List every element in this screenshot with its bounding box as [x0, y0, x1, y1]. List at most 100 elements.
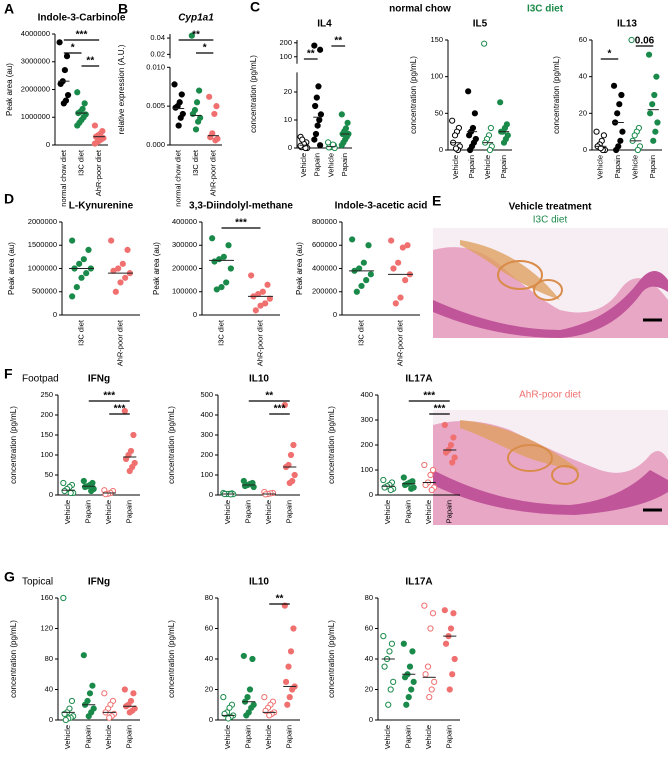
x-tick-label: I3C diet	[216, 319, 225, 346]
data-point	[593, 128, 600, 135]
data-point	[225, 715, 232, 722]
data-point	[441, 421, 448, 429]
x-tick-label: I3C diet	[76, 149, 85, 176]
y-axis-label: concentration (pg/mL)	[167, 406, 176, 484]
significance-label: ***	[235, 218, 247, 229]
x-tick-label: Vehicle	[264, 500, 273, 524]
chart-title: IL10	[249, 374, 269, 385]
y-tick-label: 0	[439, 145, 443, 154]
data-point	[386, 648, 393, 655]
y-tick-label: 200	[279, 38, 292, 47]
data-point	[408, 485, 415, 492]
data-point	[634, 146, 641, 154]
data-point	[117, 279, 124, 286]
y-axis-label: concentration (pg/mL)	[9, 406, 18, 484]
significance-label: **	[86, 56, 94, 67]
data-point	[74, 122, 81, 129]
chart-title: Cyp1a1	[178, 13, 214, 24]
data-point	[600, 132, 608, 139]
data-point	[178, 91, 185, 98]
x-tick-label: Vehicle	[596, 155, 605, 179]
x-tick-label: Papain	[340, 153, 349, 176]
x-tick-label: Vehicle	[63, 500, 72, 524]
data-point	[653, 73, 660, 80]
data-point	[297, 142, 304, 149]
data-point	[64, 91, 72, 99]
data-point	[651, 91, 658, 99]
chart-title: L-Kynurenine	[69, 201, 134, 212]
data-point	[618, 91, 625, 99]
y-tick-label: 20	[579, 108, 587, 117]
data-point	[213, 286, 220, 293]
data-point	[220, 694, 227, 701]
data-point	[83, 270, 90, 277]
data-point	[349, 236, 356, 243]
chart-title: 3,3-Diindolyl-methane	[189, 201, 293, 212]
data-point	[57, 80, 64, 88]
data-point	[171, 81, 178, 88]
chart-title: IL5	[473, 19, 488, 30]
significance-label: ***	[423, 391, 435, 402]
data-point	[387, 686, 394, 693]
data-point	[73, 284, 80, 291]
data-point	[613, 146, 620, 154]
data-point	[78, 274, 85, 281]
y-tick-label: 60	[365, 623, 373, 632]
x-tick-label: I3C diet	[191, 149, 200, 176]
significance-label: 0.06	[635, 36, 655, 47]
data-point	[62, 716, 69, 724]
x-tick-label: Vehicle	[631, 155, 640, 179]
y-tick-label: 100	[40, 450, 53, 459]
data-point	[442, 449, 450, 456]
data-point	[194, 118, 202, 125]
y-tick-label: 2000000	[28, 217, 57, 226]
x-tick-label: normal chow diet	[59, 149, 68, 207]
data-point	[211, 258, 218, 265]
y-tick-label: 0	[53, 310, 57, 319]
data-point	[426, 694, 433, 701]
significance-label: ***	[114, 404, 126, 415]
data-point	[388, 640, 396, 647]
data-point	[108, 237, 115, 244]
data-point	[248, 272, 255, 279]
data-point	[616, 101, 623, 108]
data-point	[56, 39, 63, 46]
panel-letter: A	[4, 1, 14, 17]
data-point	[130, 690, 137, 697]
data-point	[497, 99, 504, 106]
row-label: Footpad	[22, 374, 59, 385]
data-point	[358, 282, 365, 290]
x-tick-label: I3C diet	[76, 319, 85, 346]
x-tick-label: AhR-poor diet	[208, 149, 217, 196]
data-point	[124, 246, 131, 253]
image-label: I3C diet	[533, 215, 568, 226]
y-axis-label: Peak area (au)	[7, 242, 16, 295]
y-axis-label: Peak area (au)	[295, 242, 304, 295]
y-tick-label: 80	[205, 593, 213, 602]
data-point	[422, 481, 429, 489]
significance-label: ***	[103, 391, 115, 402]
data-point	[313, 94, 320, 101]
y-tick-label: 600000	[312, 240, 337, 249]
data-point	[289, 686, 296, 693]
data-point	[225, 242, 232, 249]
data-point	[68, 697, 76, 705]
data-point	[122, 455, 130, 463]
data-point	[471, 110, 478, 117]
x-tick-label: Papain	[404, 500, 413, 523]
data-point	[449, 117, 456, 124]
data-point	[338, 142, 345, 149]
data-point	[91, 122, 99, 129]
x-tick-label: Vehicle	[264, 725, 273, 749]
data-point	[282, 678, 290, 685]
data-point	[262, 300, 269, 307]
x-tick-label: Papain	[125, 500, 134, 523]
chart-title: IFNg	[88, 374, 110, 385]
data-point	[212, 137, 219, 144]
data-point	[88, 487, 95, 495]
y-tick-label: 2000000	[21, 84, 50, 93]
data-point	[388, 237, 395, 244]
data-point	[240, 652, 247, 660]
data-point	[427, 625, 434, 632]
x-tick-label: Vehicle	[383, 500, 392, 524]
